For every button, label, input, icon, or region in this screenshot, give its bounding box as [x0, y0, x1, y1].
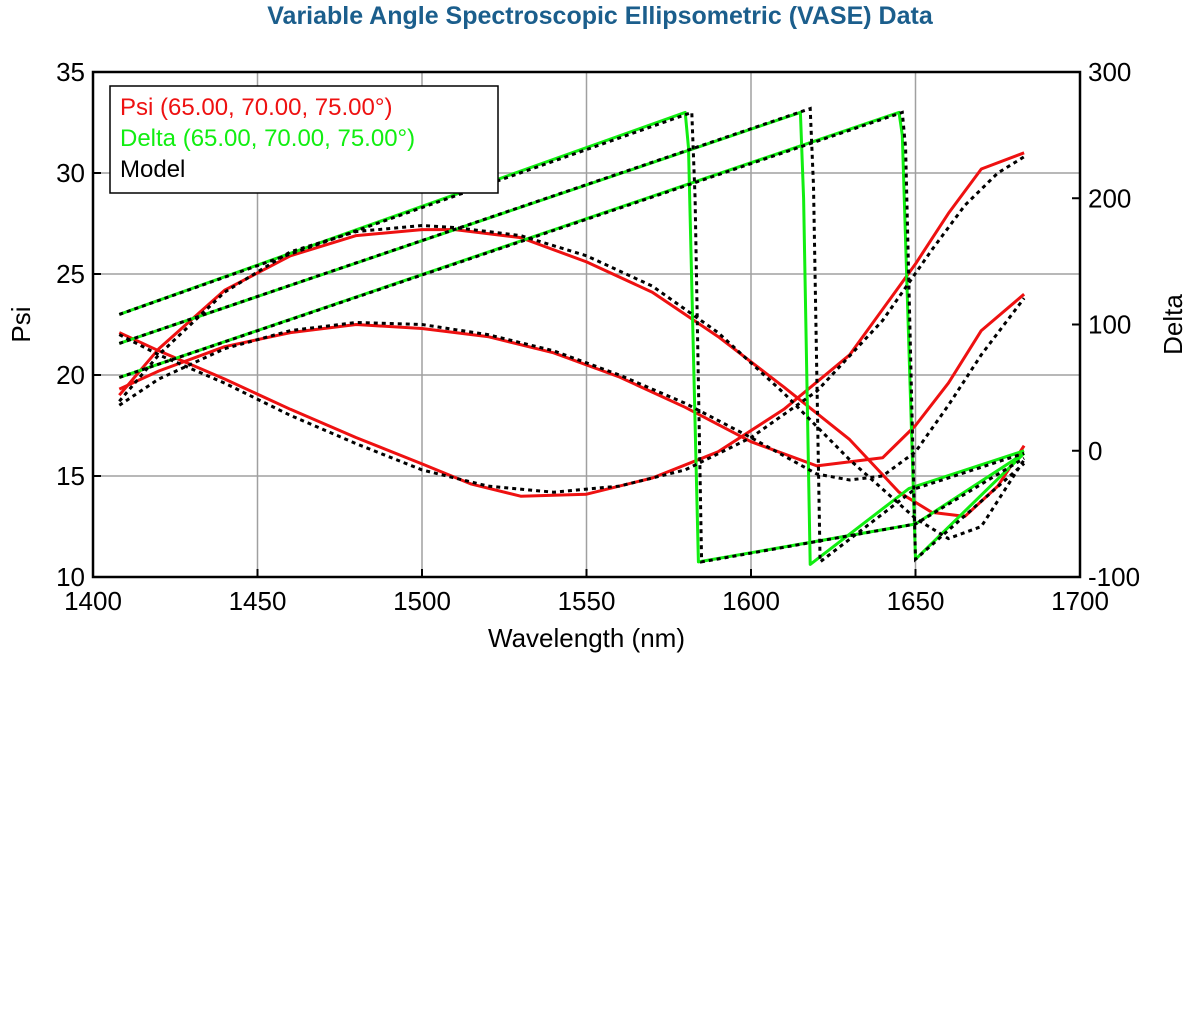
- x-tick-label: 1600: [722, 586, 780, 616]
- delta-series-4: [118, 110, 1025, 566]
- delta-series-3: [118, 110, 1025, 564]
- chart-title: Variable Angle Spectroscopic Ellipsometr…: [267, 2, 933, 30]
- legend: Psi (65.00, 70.00, 75.00°) Delta (65.00,…: [109, 85, 499, 194]
- legend-box: [109, 85, 499, 194]
- y-left-tick-label: 10: [56, 562, 85, 592]
- y-left-tick-label: 15: [56, 461, 85, 491]
- y-right-tick-label: 100: [1088, 310, 1131, 340]
- model-series-2: [118, 223, 1026, 541]
- y-left-tick-label: 35: [56, 57, 85, 87]
- y-right-tick-label: 0: [1088, 436, 1102, 466]
- delta-series-5: [118, 110, 1026, 561]
- x-tick-label: 1500: [393, 586, 451, 616]
- model-series-5: [118, 110, 1026, 563]
- legend-item-delta: Delta (65.00, 70.00, 75.00°): [120, 125, 415, 152]
- y-left-tick-label: 25: [56, 259, 85, 289]
- legend-item-psi: Psi (65.00, 70.00, 75.00°): [120, 94, 392, 121]
- x-tick-label: 1700: [1051, 586, 1109, 616]
- y-left-tick-label: 30: [56, 158, 85, 188]
- y-axis-left-label: Psi: [6, 306, 36, 342]
- psi-series-2: [118, 228, 1026, 518]
- x-tick-label: 1650: [887, 586, 945, 616]
- model-series-3: [118, 110, 1025, 564]
- x-tick-label: 1450: [229, 586, 287, 616]
- series-layer: [118, 110, 1026, 566]
- x-axis-label: Wavelength (nm): [488, 623, 685, 653]
- x-tick-label: 1550: [558, 586, 616, 616]
- x-tick-label: 1400: [64, 586, 122, 616]
- y-right-tick-label: -100: [1088, 562, 1140, 592]
- y-axis-right-label: Delta: [1158, 294, 1188, 355]
- chart-plot: 1400 1450 1500 1550 1600 1650 1700 10 15 20 25 30 35…: [6, 57, 1188, 653]
- tick-layer: 1400 1450 1500 1550 1600 1650 1700 10 15 20 25 30 35…: [56, 57, 1140, 616]
- model-series-4: [118, 106, 1025, 565]
- model-series-0: [118, 155, 1025, 494]
- y-left-tick-label: 20: [56, 360, 85, 390]
- legend-item-model: Model: [120, 156, 185, 183]
- model-series-1: [118, 297, 1026, 482]
- y-right-tick-label: 200: [1088, 183, 1131, 213]
- y-right-tick-label: 300: [1088, 57, 1131, 87]
- psi-series-0: [118, 151, 1025, 498]
- model-layer: [118, 106, 1026, 565]
- psi-series-1: [118, 293, 1026, 468]
